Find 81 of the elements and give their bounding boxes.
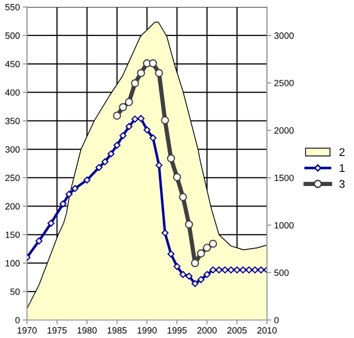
point [124, 98, 134, 106]
y-tick-label: 550 [5, 4, 20, 10]
x-tick-label: 2000 [197, 327, 217, 334]
point [168, 250, 174, 258]
point [228, 266, 234, 274]
point [174, 263, 180, 270]
point [150, 134, 156, 142]
point [196, 249, 206, 258]
point [84, 176, 90, 184]
point [204, 270, 210, 278]
y2-tick-label: 2500 [274, 80, 294, 86]
point [180, 270, 186, 278]
point [60, 200, 66, 208]
point [208, 240, 218, 248]
y2-tick-label: 3000 [274, 32, 294, 39]
point [72, 185, 78, 192]
point [160, 116, 170, 124]
point [178, 193, 188, 202]
x-tick-label: 1980 [78, 327, 97, 334]
point [120, 132, 126, 140]
y-tick-label: 100 [6, 260, 20, 266]
point [108, 150, 114, 158]
point [136, 68, 146, 78]
y-tick-label: 250 [5, 174, 20, 182]
legend-label: 2 [339, 148, 345, 156]
point [184, 220, 194, 228]
x-tick-label: 1990 [138, 327, 157, 334]
x-tick-label: 1985 [108, 327, 127, 334]
y-tick-label: 450 [5, 60, 20, 68]
point [154, 68, 164, 78]
point [126, 123, 132, 130]
point [114, 142, 120, 149]
y2-tick-label: 0 [274, 316, 279, 324]
x-tick-label: 1995 [168, 327, 187, 334]
point [118, 103, 128, 112]
point [202, 244, 212, 252]
point [138, 115, 144, 122]
point [190, 259, 200, 268]
point [132, 116, 138, 123]
point [112, 112, 122, 120]
point [102, 158, 108, 166]
point [162, 229, 168, 236]
point [36, 237, 42, 244]
x-tick-label: 2005 [227, 327, 247, 334]
y-tick-label: 150 [6, 232, 20, 238]
point [198, 276, 204, 284]
point [66, 190, 72, 198]
point [130, 79, 140, 88]
point [48, 220, 54, 227]
point [252, 266, 258, 274]
x-tick-label: 2010 [257, 327, 277, 334]
y2-tick-label: 1000 [274, 222, 294, 229]
y2-tick-label: 500 [274, 270, 289, 276]
x-tick-label: 1970 [18, 327, 37, 334]
y2-tick-label: 2000 [274, 127, 294, 134]
point [156, 162, 162, 169]
point [222, 266, 228, 274]
y-tick-label: 500 [5, 32, 20, 39]
point [192, 280, 198, 288]
x-tick-label: 1975 [48, 327, 67, 334]
y2-tick-label: 1500 [274, 174, 294, 182]
legend-label: 1 [340, 164, 345, 172]
legend-label: 3 [339, 180, 345, 188]
point [144, 126, 150, 134]
point [240, 266, 246, 274]
point [96, 164, 102, 171]
point [246, 266, 252, 274]
y-tick-label: 350 [5, 118, 20, 124]
point [258, 266, 264, 274]
y-tick-label: 400 [5, 89, 20, 96]
y-tick-label: 300 [5, 146, 20, 153]
y-tick-label: 0 [15, 316, 20, 324]
y-tick-label: 200 [5, 203, 20, 210]
point [148, 59, 158, 68]
y-tick-label: 50 [10, 288, 20, 295]
point [166, 154, 176, 162]
point [186, 272, 192, 280]
point [234, 266, 240, 274]
point [210, 266, 216, 274]
point [216, 266, 222, 274]
point [172, 173, 182, 182]
